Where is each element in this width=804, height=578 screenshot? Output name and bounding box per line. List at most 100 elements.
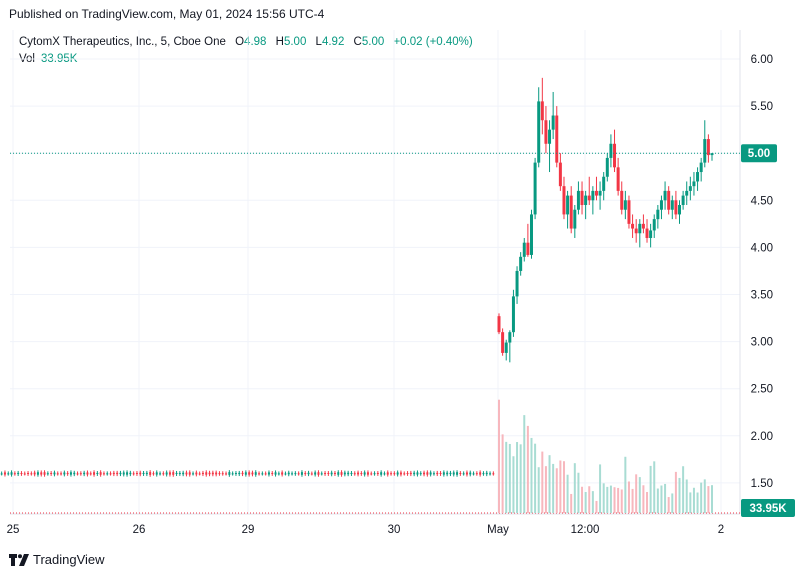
candle-body: [522, 242, 526, 257]
pre-candle-body: [63, 472, 66, 475]
candle-body: [591, 190, 595, 201]
x-tick-label: 2: [718, 524, 724, 536]
candle-body: [515, 270, 519, 297]
tradingview-logo: TradingView: [9, 552, 105, 567]
candle-body: [540, 101, 544, 121]
candle-body: [616, 167, 620, 191]
candle-body: [566, 195, 570, 215]
candle-body: [620, 190, 624, 210]
candle-body: [667, 190, 671, 210]
pre-candle-body: [317, 472, 320, 475]
pre-candle-body: [244, 472, 247, 475]
candle-body: [638, 223, 642, 234]
volume-bar: [707, 486, 710, 513]
volume-bar: [581, 486, 584, 513]
volume-bar: [537, 467, 540, 513]
pre-candle-body: [436, 472, 439, 475]
pre-candle-body: [96, 472, 99, 474]
pre-candle-body: [353, 473, 356, 475]
volume-bar: [577, 472, 580, 513]
y-tick-label: 5.50: [751, 101, 773, 113]
volume-bar: [591, 491, 594, 513]
open-value: 4.98: [244, 36, 267, 48]
candle-body: [645, 228, 649, 238]
last-price-tag: [741, 144, 777, 163]
candle-body: [670, 200, 674, 210]
volume-bar: [624, 456, 627, 513]
y-tick-label: 2.00: [751, 431, 773, 443]
pre-candle-body: [149, 472, 152, 475]
pre-candle-body: [465, 472, 468, 475]
pre-candle-body: [376, 473, 379, 475]
volume-bar: [512, 456, 515, 513]
candle-body: [627, 200, 631, 224]
pre-candle-body: [119, 472, 122, 475]
pre-candle-body: [330, 472, 333, 475]
pre-candle-body: [380, 472, 383, 475]
x-tick-label: 26: [133, 524, 146, 536]
volume-bar: [534, 443, 537, 513]
pre-candle-body: [251, 472, 254, 475]
volume-bar: [664, 483, 667, 513]
candle-body: [587, 195, 591, 201]
volume-bar: [649, 465, 652, 513]
pre-candle-body: [373, 473, 376, 475]
pre-candle-body: [241, 472, 244, 475]
pre-candle-body: [304, 473, 307, 475]
candle-body: [641, 223, 645, 229]
pre-candle-body: [129, 472, 132, 475]
pre-candle-body: [139, 472, 142, 475]
pre-candle-body: [277, 473, 280, 475]
pre-candle-body: [152, 473, 155, 475]
y-tick-label: 4.00: [751, 242, 773, 254]
candle-body: [555, 115, 559, 163]
symbol-name[interactable]: CytomX Therapeutics, Inc., 5, Cboe One: [19, 36, 226, 48]
volume-bar: [692, 487, 695, 513]
volume-bar: [519, 444, 522, 513]
volume-bar: [660, 485, 663, 513]
brand-name: TradingView: [33, 552, 105, 567]
candle-body: [685, 190, 689, 196]
candle-body: [537, 101, 541, 163]
pre-candle-body: [462, 473, 465, 475]
pre-candle-body: [475, 473, 478, 475]
volume-bar: [685, 479, 688, 513]
volume-bar: [570, 493, 573, 513]
pre-candle-body: [218, 473, 221, 475]
pre-candle-body: [53, 472, 56, 475]
volume-bar: [674, 471, 677, 513]
pre-candle-body: [102, 473, 105, 475]
candle-body: [573, 209, 577, 229]
high-value: 5.00: [283, 36, 307, 48]
volume-bar: [638, 477, 641, 513]
pre-candle-body: [294, 473, 297, 475]
candle-body: [613, 143, 617, 168]
volume-bar: [653, 461, 656, 513]
pre-candle-body: [416, 472, 419, 475]
candle-body: [602, 176, 606, 191]
candle-body: [584, 195, 588, 206]
candle-body: [544, 120, 548, 144]
volume-bar: [544, 466, 547, 513]
pre-candle-body: [17, 472, 20, 475]
candle-body: [652, 219, 656, 231]
pre-candle-body: [225, 473, 228, 475]
published-note: Published on TradingView.com, May 01, 20…: [9, 7, 325, 21]
pre-candle-body: [56, 473, 59, 475]
volume-bar: [656, 488, 659, 513]
x-tick-label: 29: [242, 524, 255, 536]
pre-candle-body: [248, 472, 251, 475]
volume-bar: [606, 486, 609, 513]
candle-body: [569, 195, 573, 229]
volume-bar: [620, 489, 623, 513]
pre-candle-body: [208, 472, 211, 475]
volume-bar: [555, 468, 558, 513]
pre-candle-body: [300, 472, 303, 475]
volume-bar: [602, 483, 605, 513]
candle-body: [631, 223, 635, 229]
pre-candle-body: [89, 473, 92, 475]
pre-candle-body: [122, 472, 125, 475]
y-tick-label: 3.50: [751, 290, 773, 302]
pre-candle-body: [472, 473, 475, 475]
